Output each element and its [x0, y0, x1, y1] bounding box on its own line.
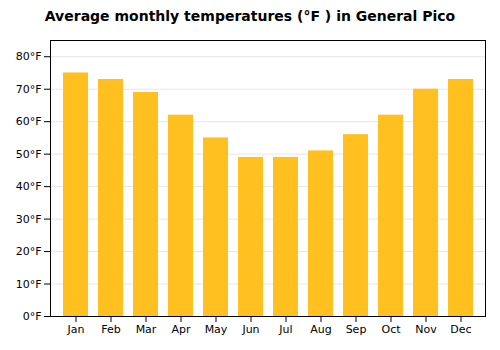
svg-text:Oct: Oct — [381, 323, 401, 336]
svg-text:Jun: Jun — [241, 323, 259, 336]
svg-text:May: May — [205, 323, 228, 336]
svg-text:50°F: 50°F — [16, 148, 42, 161]
svg-text:80°F: 80°F — [16, 50, 42, 63]
svg-text:10°F: 10°F — [16, 278, 42, 291]
svg-text:Mar: Mar — [136, 323, 157, 336]
svg-text:40°F: 40°F — [16, 180, 42, 193]
svg-text:30°F: 30°F — [16, 213, 42, 226]
svg-text:70°F: 70°F — [16, 83, 42, 96]
svg-text:20°F: 20°F — [16, 245, 42, 258]
svg-text:Sep: Sep — [346, 323, 367, 336]
svg-text:Aug: Aug — [310, 323, 331, 336]
svg-text:0°F: 0°F — [23, 310, 42, 323]
svg-text:Dec: Dec — [450, 323, 471, 336]
svg-text:Jan: Jan — [67, 323, 85, 336]
html-text:Average monthly temperatures (: Average monthly temperatures (°F ) in Ge… — [44, 8, 456, 24]
svg-text:Nov: Nov — [415, 323, 437, 336]
svg-text:Apr: Apr — [171, 323, 191, 336]
svg-text:60°F: 60°F — [16, 115, 42, 128]
svg-text:Jul: Jul — [278, 323, 292, 336]
svg-text:Feb: Feb — [101, 323, 120, 336]
